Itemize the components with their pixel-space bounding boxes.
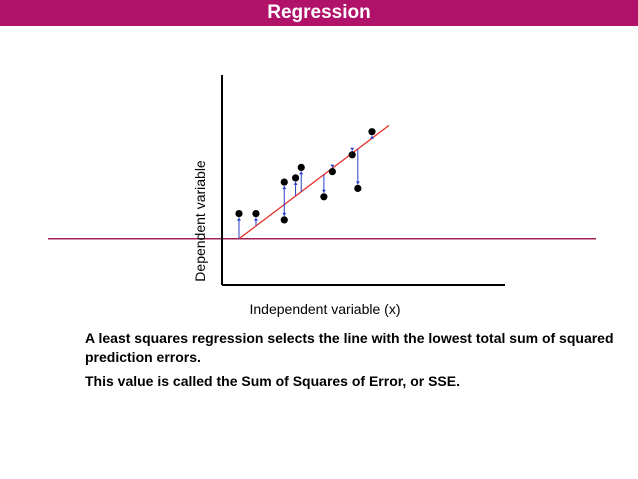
- residual-arrowhead: [355, 181, 360, 185]
- data-point: [252, 210, 260, 218]
- residual-arrowhead: [293, 181, 298, 185]
- regression-line: [238, 124, 390, 240]
- residual-arrowhead: [330, 164, 335, 168]
- residual-arrowhead: [282, 212, 287, 216]
- residual-arrowhead: [299, 171, 304, 175]
- data-point: [280, 216, 288, 224]
- data-point: [348, 151, 356, 159]
- data-point: [368, 128, 376, 136]
- data-point: [320, 193, 328, 201]
- data-point: [291, 174, 300, 182]
- data-point: [297, 163, 305, 171]
- explanation-paragraph: A least squares regression selects the l…: [85, 330, 614, 365]
- title-bar: Regression: [0, 0, 638, 26]
- sse-definition-paragraph: This value is called the Sum of Squares …: [85, 373, 460, 389]
- slide-title: Regression: [267, 2, 371, 23]
- data-point: [328, 168, 336, 176]
- residual-arrowhead: [369, 135, 374, 139]
- x-axis-label: Independent variable (x): [250, 301, 401, 317]
- data-point: [354, 184, 362, 192]
- y-axis-label: Dependent variable: [192, 160, 208, 282]
- residual-arrowhead: [236, 217, 241, 221]
- data-point: [280, 178, 288, 186]
- residual-arrowhead: [350, 147, 355, 151]
- residual-arrowhead: [321, 189, 326, 193]
- data-point: [235, 210, 243, 218]
- residual-arrowhead: [282, 186, 287, 190]
- residual-arrowhead: [253, 217, 258, 221]
